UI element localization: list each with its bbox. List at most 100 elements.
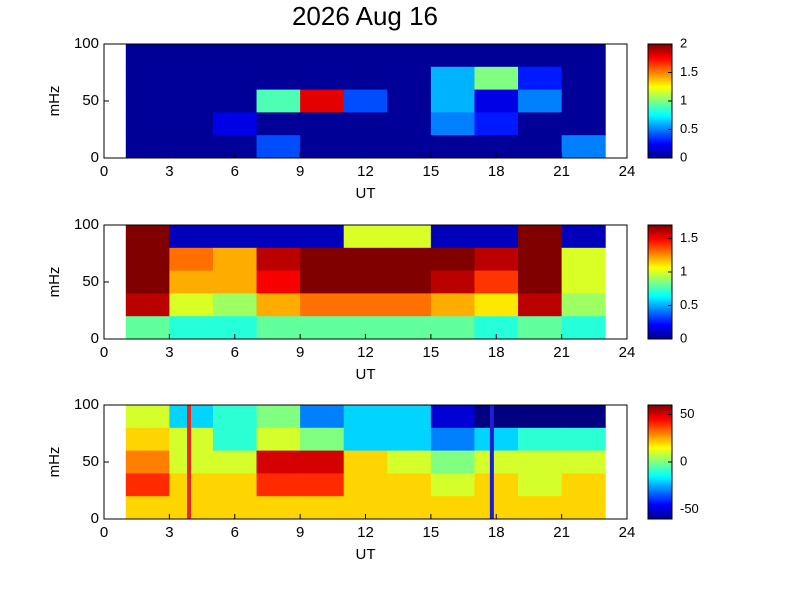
heatmap-cell [169, 89, 214, 113]
x-tick-label: 24 [619, 344, 636, 361]
heatmap-cell [256, 89, 301, 113]
heatmap-cell [387, 225, 432, 249]
heatmap-cell [561, 473, 606, 497]
heatmap-cell [343, 427, 388, 452]
heatmap-cell [474, 112, 519, 136]
heatmap-cell [125, 270, 170, 294]
heatmap-cell [343, 89, 388, 113]
x-tick-label: 3 [165, 163, 173, 180]
heatmap-cell [561, 44, 606, 68]
heatmap-cell [212, 247, 258, 272]
x-tick-label: 3 [165, 344, 173, 361]
chart-title: 2026 Aug 16 [292, 1, 438, 31]
heatmap-cell [256, 225, 301, 249]
heatmap-cell [430, 405, 475, 429]
heatmap-cell [125, 293, 170, 317]
heatmap-cell [212, 225, 258, 249]
heatmap-cell [343, 496, 388, 520]
heatmap-cell [300, 405, 345, 429]
heatmap-cell [561, 225, 606, 249]
heatmap-cell [169, 316, 214, 340]
x-tick-label: 24 [619, 163, 636, 180]
x-tick-label: 18 [488, 524, 505, 541]
heatmap-cell [387, 473, 432, 497]
heatmap-cell [474, 44, 519, 68]
heatmap-cell [561, 450, 606, 474]
colorbar-tick-label: 0 [680, 453, 687, 468]
heatmap-cell [169, 112, 214, 136]
heatmap-cell [474, 66, 519, 91]
heatmap-cell [518, 89, 563, 113]
heatmap-cell [343, 66, 388, 91]
heatmap-cell [387, 496, 432, 520]
x-tick-label: 0 [100, 344, 108, 361]
heatmap-cell [256, 496, 301, 520]
heatmap-cell [125, 247, 170, 272]
heatmap-cell [518, 473, 563, 497]
y-tick-label: 100 [74, 396, 99, 413]
heatmap-cell [125, 496, 170, 520]
x-tick-label: 18 [488, 344, 505, 361]
heatmap-cell [430, 450, 475, 474]
x-axis-label: UT [356, 366, 376, 383]
heatmap-cell [256, 270, 301, 294]
heatmap-cell [256, 427, 301, 452]
heatmap-cell [387, 450, 432, 474]
heatmap-cell [430, 247, 475, 272]
colorbar-tick-label: -50 [680, 501, 699, 516]
heatmap-cell [430, 225, 475, 249]
y-axis-label: mHz [46, 447, 63, 478]
heatmap-cell [256, 247, 301, 272]
heatmap-cell [343, 405, 388, 429]
x-tick-label: 6 [231, 344, 239, 361]
heatmap-cell [256, 44, 301, 68]
heatmap-cell [430, 316, 475, 340]
x-tick-label: 0 [100, 163, 108, 180]
heatmap-cell [561, 496, 606, 520]
heatmap-cell [387, 293, 432, 317]
colorbar-tick-label: 1 [680, 92, 687, 107]
heatmap-cell [169, 293, 214, 317]
heatmap-cell [561, 427, 606, 452]
heatmap-cell [430, 112, 475, 136]
heatmap-cell [300, 270, 345, 294]
heatmap-cell [125, 89, 170, 113]
y-axis-label: mHz [46, 267, 63, 298]
heatmap-cell [430, 293, 475, 317]
heatmap-cell [474, 473, 519, 497]
heatmap-cell [561, 270, 606, 294]
x-tick-label: 9 [296, 344, 304, 361]
heatmap-cell [169, 247, 214, 272]
heatmap-cell [518, 66, 563, 91]
heatmap-cell [430, 270, 475, 294]
y-tick-label: 50 [82, 92, 99, 109]
heatmap-cell [212, 427, 258, 452]
heatmap-cell [125, 135, 170, 159]
heatmap-cell [169, 270, 214, 294]
heatmap-cell [387, 66, 432, 91]
heatmap-cell [343, 293, 388, 317]
heatmap-cell [343, 450, 388, 474]
heatmap-cell [256, 135, 301, 159]
heatmap-cell [474, 225, 519, 249]
colorbar-tick-label: 0 [680, 330, 687, 345]
heatmap-cell [518, 450, 563, 474]
heatmap-cell [343, 473, 388, 497]
heatmap-cell [169, 496, 214, 520]
x-tick-label: 12 [357, 344, 374, 361]
x-tick-label: 12 [357, 524, 374, 541]
heatmap-cell [125, 225, 170, 249]
x-tick-label: 0 [100, 524, 108, 541]
heatmap-cell [169, 405, 214, 429]
heatmap-cell [343, 316, 388, 340]
heatmap-cell [561, 293, 606, 317]
heatmap-cell [343, 247, 388, 272]
y-tick-label: 0 [91, 149, 99, 166]
heatmap-cell [387, 427, 432, 452]
heatmap-cell [212, 66, 258, 91]
heatmap-cell [125, 44, 170, 68]
heatmap-cell [300, 112, 345, 136]
heatmap-cell [300, 135, 345, 159]
colorbar-tick-label: 0.5 [680, 121, 698, 136]
